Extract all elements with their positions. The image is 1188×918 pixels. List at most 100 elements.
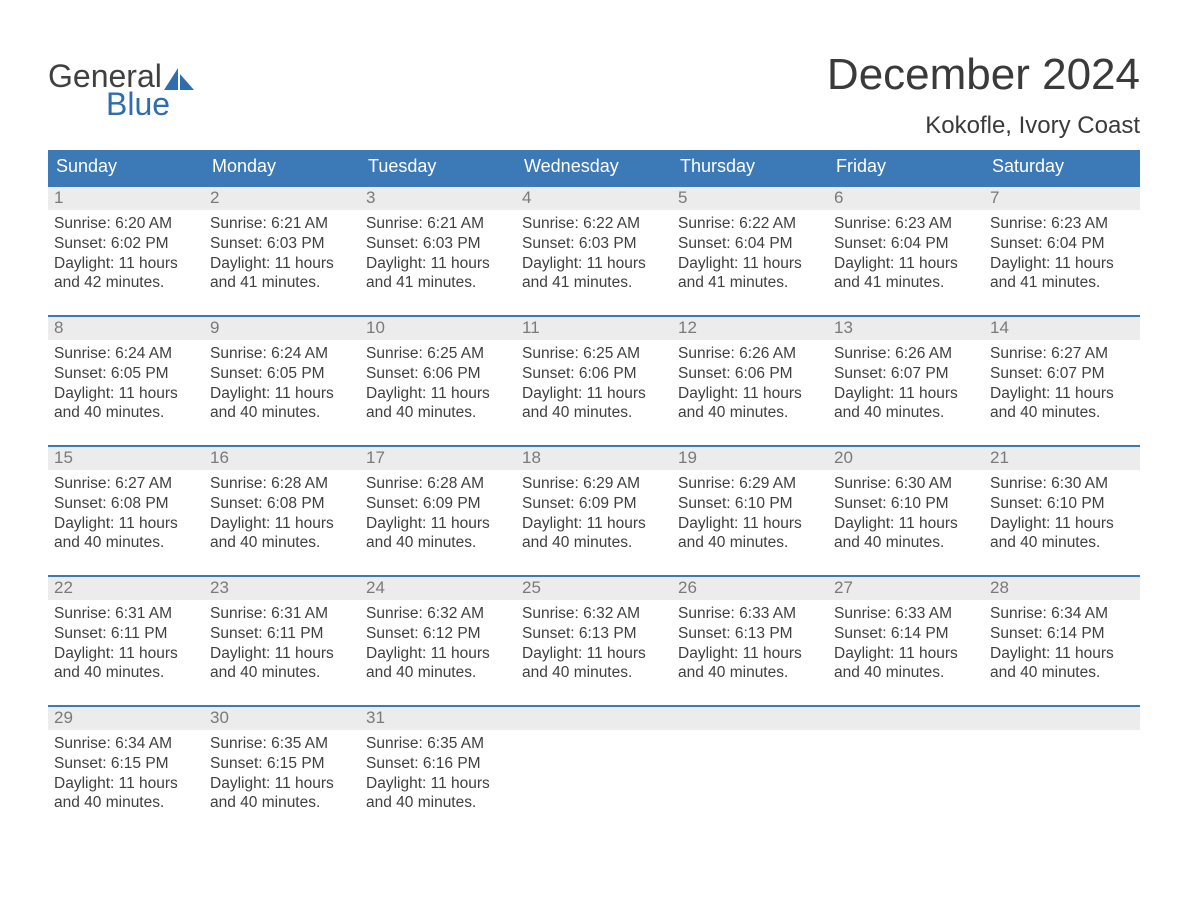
day-body: Sunrise: 6:35 AMSunset: 6:15 PMDaylight:…	[204, 730, 360, 815]
weekday-header-cell: Sunday	[48, 150, 204, 185]
sunset-text: Sunset: 6:09 PM	[522, 494, 666, 514]
sunrise-text: Sunrise: 6:23 AM	[990, 214, 1134, 234]
weekday-header-cell: Wednesday	[516, 150, 672, 185]
daylight-text: Daylight: 11 hours and 41 minutes.	[366, 254, 510, 294]
sunset-text: Sunset: 6:14 PM	[834, 624, 978, 644]
day-number: 21	[984, 447, 1140, 470]
day-number: 16	[204, 447, 360, 470]
day-number: 14	[984, 317, 1140, 340]
sunset-text: Sunset: 6:08 PM	[54, 494, 198, 514]
day-cell: 10Sunrise: 6:25 AMSunset: 6:06 PMDayligh…	[360, 317, 516, 427]
week-row: 8Sunrise: 6:24 AMSunset: 6:05 PMDaylight…	[48, 315, 1140, 427]
sunrise-text: Sunrise: 6:35 AM	[210, 734, 354, 754]
day-cell: 1 Sunrise: 6:20 AMSunset: 6:02 PMDaylight…	[48, 187, 204, 297]
sunrise-text: Sunrise: 6:31 AM	[54, 604, 198, 624]
daylight-text: Daylight: 11 hours and 40 minutes.	[210, 384, 354, 424]
daylight-text: Daylight: 11 hours and 41 minutes.	[990, 254, 1134, 294]
day-body: Sunrise: 6:25 AMSunset: 6:06 PMDaylight:…	[516, 340, 672, 425]
daylight-text: Daylight: 11 hours and 40 minutes.	[210, 774, 354, 814]
day-body: Sunrise: 6:34 AMSunset: 6:15 PMDaylight:…	[48, 730, 204, 815]
daylight-text: Daylight: 11 hours and 40 minutes.	[54, 774, 198, 814]
sunrise-text: Sunrise: 6:28 AM	[366, 474, 510, 494]
daylight-text: Daylight: 11 hours and 41 minutes.	[522, 254, 666, 294]
daylight-text: Daylight: 11 hours and 40 minutes.	[366, 644, 510, 684]
sunset-text: Sunset: 6:11 PM	[210, 624, 354, 644]
day-cell: 19Sunrise: 6:29 AMSunset: 6:10 PMDayligh…	[672, 447, 828, 557]
day-cell: 13Sunrise: 6:26 AMSunset: 6:07 PMDayligh…	[828, 317, 984, 427]
daylight-text: Daylight: 11 hours and 40 minutes.	[834, 644, 978, 684]
sunset-text: Sunset: 6:03 PM	[522, 234, 666, 254]
day-number: 24	[360, 577, 516, 600]
day-body: Sunrise: 6:35 AMSunset: 6:16 PMDaylight:…	[360, 730, 516, 815]
day-cell: 20Sunrise: 6:30 AMSunset: 6:10 PMDayligh…	[828, 447, 984, 557]
daylight-text: Daylight: 11 hours and 40 minutes.	[210, 644, 354, 684]
day-number: 22	[48, 577, 204, 600]
day-cell: 17Sunrise: 6:28 AMSunset: 6:09 PMDayligh…	[360, 447, 516, 557]
day-cell: 21Sunrise: 6:30 AMSunset: 6:10 PMDayligh…	[984, 447, 1140, 557]
day-body: Sunrise: 6:29 AMSunset: 6:09 PMDaylight:…	[516, 470, 672, 555]
day-number: 15	[48, 447, 204, 470]
day-body: Sunrise: 6:24 AMSunset: 6:05 PMDaylight:…	[48, 340, 204, 425]
sunset-text: Sunset: 6:11 PM	[54, 624, 198, 644]
day-number: 1	[48, 187, 204, 210]
sunrise-text: Sunrise: 6:33 AM	[678, 604, 822, 624]
daylight-text: Daylight: 11 hours and 40 minutes.	[678, 644, 822, 684]
day-number: 8	[48, 317, 204, 340]
sunrise-text: Sunrise: 6:25 AM	[366, 344, 510, 364]
day-number: 7	[984, 187, 1140, 210]
day-body: Sunrise: 6:32 AMSunset: 6:12 PMDaylight:…	[360, 600, 516, 685]
day-cell: 7Sunrise: 6:23 AMSunset: 6:04 PMDaylight…	[984, 187, 1140, 297]
day-body: Sunrise: 6:23 AMSunset: 6:04 PMDaylight:…	[828, 210, 984, 295]
day-cell	[828, 707, 984, 817]
sunrise-text: Sunrise: 6:23 AM	[834, 214, 978, 234]
page-title: December 2024	[827, 50, 1140, 100]
day-number: 12	[672, 317, 828, 340]
day-number-empty	[984, 707, 1140, 730]
daylight-text: Daylight: 11 hours and 42 minutes.	[54, 254, 198, 294]
sunrise-text: Sunrise: 6:21 AM	[210, 214, 354, 234]
day-cell: 5Sunrise: 6:22 AMSunset: 6:04 PMDaylight…	[672, 187, 828, 297]
day-number: 25	[516, 577, 672, 600]
day-cell: 6Sunrise: 6:23 AMSunset: 6:04 PMDaylight…	[828, 187, 984, 297]
day-body: Sunrise: 6:26 AMSunset: 6:06 PMDaylight:…	[672, 340, 828, 425]
day-body: Sunrise: 6:30 AMSunset: 6:10 PMDaylight:…	[828, 470, 984, 555]
weekday-header-cell: Thursday	[672, 150, 828, 185]
day-number: 5	[672, 187, 828, 210]
day-number: 20	[828, 447, 984, 470]
sunrise-text: Sunrise: 6:33 AM	[834, 604, 978, 624]
sunset-text: Sunset: 6:02 PM	[54, 234, 198, 254]
sunrise-text: Sunrise: 6:29 AM	[678, 474, 822, 494]
sunset-text: Sunset: 6:12 PM	[366, 624, 510, 644]
week-row: 15Sunrise: 6:27 AMSunset: 6:08 PMDayligh…	[48, 445, 1140, 557]
daylight-text: Daylight: 11 hours and 40 minutes.	[54, 514, 198, 554]
day-cell: 26Sunrise: 6:33 AMSunset: 6:13 PMDayligh…	[672, 577, 828, 687]
day-body: Sunrise: 6:29 AMSunset: 6:10 PMDaylight:…	[672, 470, 828, 555]
day-number: 18	[516, 447, 672, 470]
sunrise-text: Sunrise: 6:26 AM	[678, 344, 822, 364]
day-cell: 9Sunrise: 6:24 AMSunset: 6:05 PMDaylight…	[204, 317, 360, 427]
week-row: 1Sunrise: 6:20 AMSunset: 6:02 PMDaylight…	[48, 185, 1140, 297]
daylight-text: Daylight: 11 hours and 40 minutes.	[366, 514, 510, 554]
sunrise-text: Sunrise: 6:20 AM	[54, 214, 198, 234]
weekday-header-row: SundayMondayTuesdayWednesdayThursdayFrid…	[48, 150, 1140, 185]
sunset-text: Sunset: 6:06 PM	[522, 364, 666, 384]
day-body: Sunrise: 6:21 AMSunset: 6:03 PMDaylight:…	[360, 210, 516, 295]
daylight-text: Daylight: 11 hours and 40 minutes.	[54, 644, 198, 684]
day-cell: 24Sunrise: 6:32 AMSunset: 6:12 PMDayligh…	[360, 577, 516, 687]
calendar-table: SundayMondayTuesdayWednesdayThursdayFrid…	[48, 150, 1140, 817]
day-number: 9	[204, 317, 360, 340]
day-number: 19	[672, 447, 828, 470]
sunrise-text: Sunrise: 6:22 AM	[678, 214, 822, 234]
week-row: 29Sunrise: 6:34 AMSunset: 6:15 PMDayligh…	[48, 705, 1140, 817]
sunset-text: Sunset: 6:09 PM	[366, 494, 510, 514]
day-body: Sunrise: 6:23 AMSunset: 6:04 PMDaylight:…	[984, 210, 1140, 295]
sunrise-text: Sunrise: 6:34 AM	[990, 604, 1134, 624]
weekday-header-cell: Saturday	[984, 150, 1140, 185]
daylight-text: Daylight: 11 hours and 40 minutes.	[990, 514, 1134, 554]
day-cell	[672, 707, 828, 817]
sunrise-text: Sunrise: 6:27 AM	[54, 474, 198, 494]
daylight-text: Daylight: 11 hours and 40 minutes.	[834, 384, 978, 424]
sunset-text: Sunset: 6:03 PM	[366, 234, 510, 254]
day-cell: 25Sunrise: 6:32 AMSunset: 6:13 PMDayligh…	[516, 577, 672, 687]
day-number: 11	[516, 317, 672, 340]
